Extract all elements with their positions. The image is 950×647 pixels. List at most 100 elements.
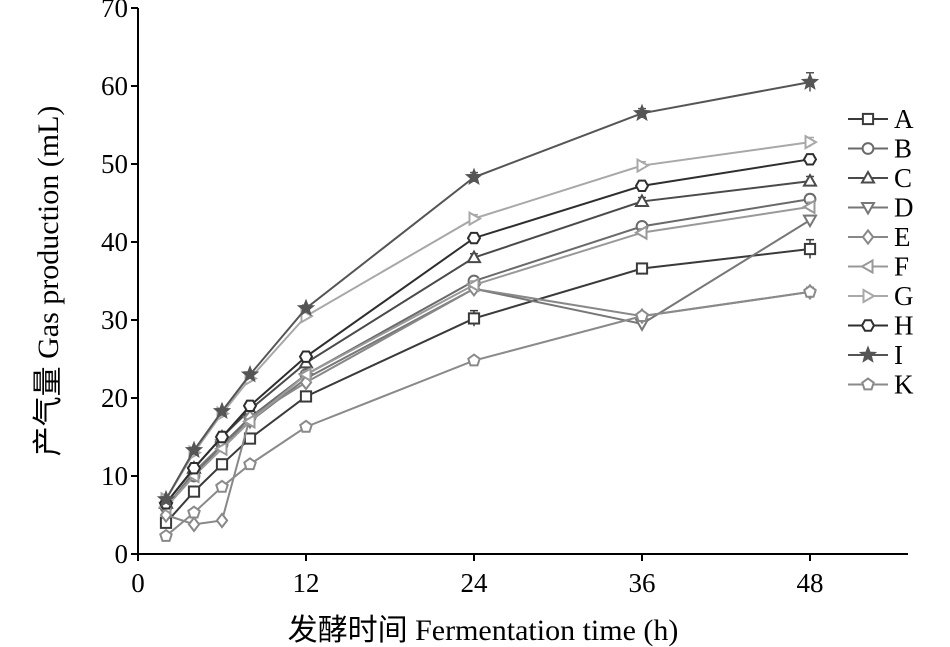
data-point	[632, 103, 652, 122]
series-I	[156, 71, 820, 508]
y-ticks: 0 10 20 30 40 50 60 70	[101, 0, 138, 569]
data-point	[801, 199, 816, 215]
data-point	[803, 242, 817, 256]
data-point	[299, 390, 313, 403]
series-K	[159, 284, 817, 542]
data-point	[802, 173, 818, 187]
legend-label: D	[894, 193, 914, 223]
legend-item-H: H	[848, 311, 914, 341]
data-point	[184, 440, 204, 459]
data-point	[634, 193, 650, 207]
data-point	[243, 432, 257, 445]
data-point	[299, 419, 313, 433]
series-line	[165, 290, 811, 537]
axes: 0 10 20 30 40 50 60 70 0 12 24 36 48	[101, 0, 908, 598]
legend-label: B	[894, 134, 912, 164]
data-point	[636, 157, 651, 174]
data-point	[468, 210, 483, 227]
legend-marker	[861, 142, 875, 155]
data-point	[802, 153, 818, 166]
data-point	[186, 462, 202, 475]
data-point	[156, 489, 176, 508]
legend-marker	[860, 169, 876, 184]
data-point	[802, 214, 818, 229]
y-tick-label: 50	[101, 149, 128, 179]
series-line	[165, 158, 811, 504]
series-A	[159, 238, 817, 529]
x-tick-label: 48	[797, 568, 824, 598]
legend-item-F: F	[848, 252, 909, 282]
legend-marker	[860, 319, 876, 332]
data-point	[466, 231, 482, 245]
legend-marker	[861, 228, 875, 246]
legend-label: A	[894, 104, 914, 134]
data-point	[803, 284, 817, 298]
y-tick-label: 10	[101, 461, 128, 491]
data-point	[297, 366, 312, 383]
data-point	[240, 364, 260, 383]
series-E	[159, 280, 817, 533]
data-point	[187, 505, 201, 519]
legend-item-D: D	[848, 193, 914, 223]
series-B	[159, 192, 817, 514]
legend-item-A: A	[848, 104, 914, 134]
legend-item-G: G	[848, 281, 914, 311]
series-H	[158, 153, 818, 510]
data-point	[215, 458, 229, 471]
y-tick-label: 70	[101, 0, 128, 23]
legend-label: I	[894, 340, 903, 370]
legend-marker	[861, 112, 875, 126]
data-point	[635, 262, 649, 275]
legend-label: C	[894, 163, 912, 193]
y-tick-label: 40	[101, 227, 128, 257]
data-point	[466, 249, 482, 264]
data-point	[212, 401, 232, 420]
legend-item-I: I	[848, 340, 903, 370]
legend-item-B: B	[848, 134, 912, 164]
data-point	[800, 72, 820, 90]
legend-item-E: E	[848, 222, 911, 252]
data-point	[635, 308, 649, 322]
legend-label: F	[894, 252, 909, 282]
data-point	[243, 457, 257, 471]
data-point	[634, 179, 650, 193]
x-axis-title: 发酵时间 Fermentation time (h)	[288, 614, 679, 647]
data-point	[215, 479, 229, 493]
y-axis-title: 产气量 Gas production (mL)	[32, 106, 65, 457]
x-ticks: 0 12 24 36 48	[131, 554, 824, 598]
series-layer	[156, 71, 820, 542]
data-point	[296, 298, 316, 317]
data-point	[464, 167, 484, 186]
legend-label: H	[894, 311, 914, 341]
data-point	[241, 413, 256, 430]
data-point	[804, 134, 819, 150]
y-tick-label: 0	[115, 539, 129, 569]
legend-marker	[858, 345, 878, 363]
x-tick-label: 24	[461, 568, 489, 598]
legend-marker	[859, 258, 874, 275]
x-tick-label: 36	[629, 568, 656, 598]
data-point	[187, 516, 201, 533]
y-tick-label: 30	[101, 305, 128, 335]
data-point	[467, 312, 481, 325]
legend-item-K: K	[848, 370, 914, 400]
legend-label: E	[894, 222, 911, 252]
data-point	[159, 528, 173, 542]
legend-label: K	[894, 370, 914, 400]
x-tick-label: 0	[131, 568, 145, 598]
data-point	[213, 440, 228, 457]
series-line	[165, 81, 811, 500]
data-point	[215, 512, 229, 529]
legend-marker	[862, 288, 877, 304]
legend-label: G	[894, 281, 914, 311]
data-point	[187, 485, 201, 498]
series-line	[165, 141, 811, 500]
data-point	[467, 353, 481, 367]
legend-marker	[861, 377, 875, 391]
y-tick-label: 20	[101, 383, 128, 413]
data-point	[242, 399, 258, 412]
series-line	[165, 198, 811, 508]
data-point	[298, 350, 314, 363]
